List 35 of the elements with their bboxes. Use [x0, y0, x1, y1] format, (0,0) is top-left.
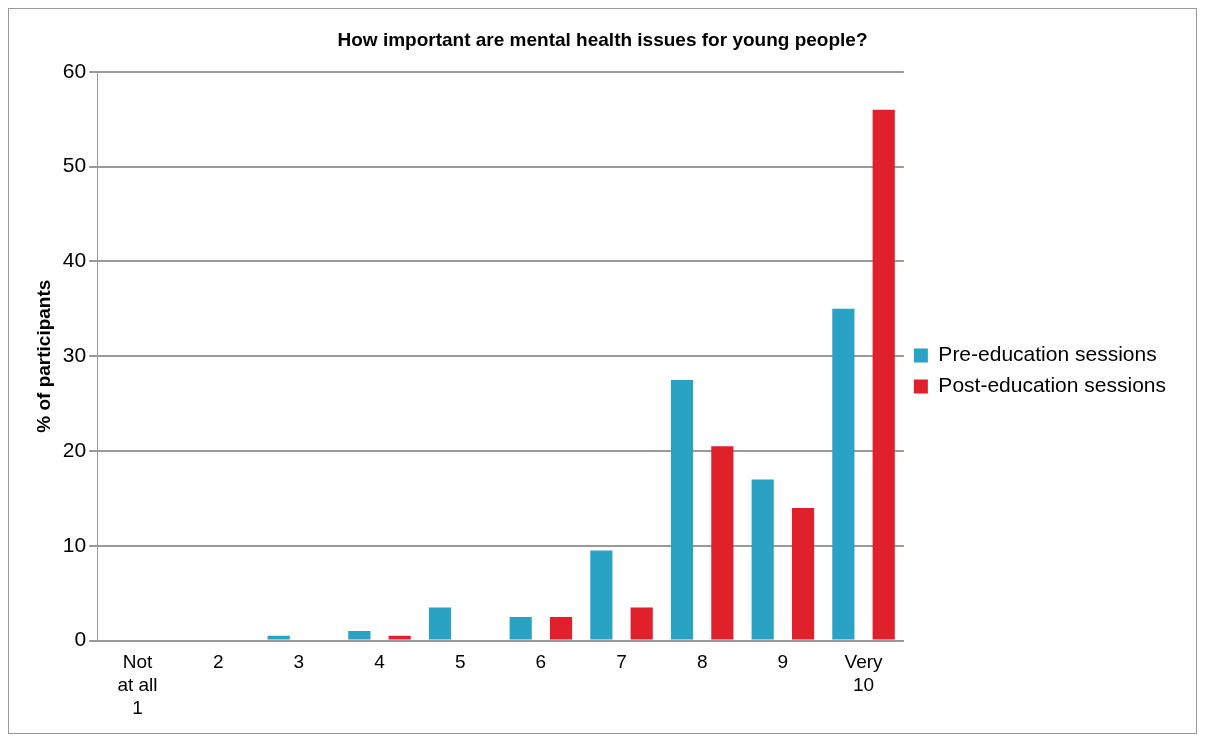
bar	[590, 550, 613, 640]
y-tick-label: 50	[62, 153, 87, 177]
bar	[348, 631, 371, 640]
x-tick-label: 3	[293, 651, 305, 673]
y-tick-label: 0	[74, 627, 87, 651]
x-tick-label: 4	[374, 651, 386, 673]
bar	[509, 616, 532, 640]
bar	[549, 616, 573, 640]
x-tick-label: 5	[454, 651, 466, 673]
x-tick-label: 9	[777, 651, 789, 673]
legend-label: Post-education sessions	[938, 373, 1167, 397]
x-tick-label: 6	[535, 651, 547, 673]
bar	[630, 607, 653, 640]
y-axis-title: % of participants	[32, 279, 54, 433]
bar	[388, 635, 411, 640]
y-tick-label: 40	[62, 248, 87, 272]
y-tick-label: 10	[62, 532, 87, 556]
y-tick-label: 30	[62, 343, 87, 366]
x-tick-label: 8	[696, 651, 708, 673]
y-tick-label: 60	[62, 58, 87, 82]
y-tick-label: 20	[62, 437, 87, 461]
legend-label: Pre-education sessions	[938, 342, 1157, 366]
bar	[711, 446, 734, 640]
chart-title: How important are mental health issues for young people?	[337, 28, 868, 50]
x-tick-label: 2	[212, 651, 224, 673]
bar	[267, 635, 290, 640]
x-tick-label: Very 10	[844, 651, 884, 696]
bar	[670, 379, 694, 640]
bar	[832, 308, 855, 640]
x-tick-label: Not at all 1	[117, 651, 158, 718]
x-tick-label: 7	[616, 651, 627, 673]
bar	[428, 607, 452, 640]
bar	[791, 507, 815, 640]
bar	[872, 109, 895, 640]
bar	[751, 479, 774, 640]
